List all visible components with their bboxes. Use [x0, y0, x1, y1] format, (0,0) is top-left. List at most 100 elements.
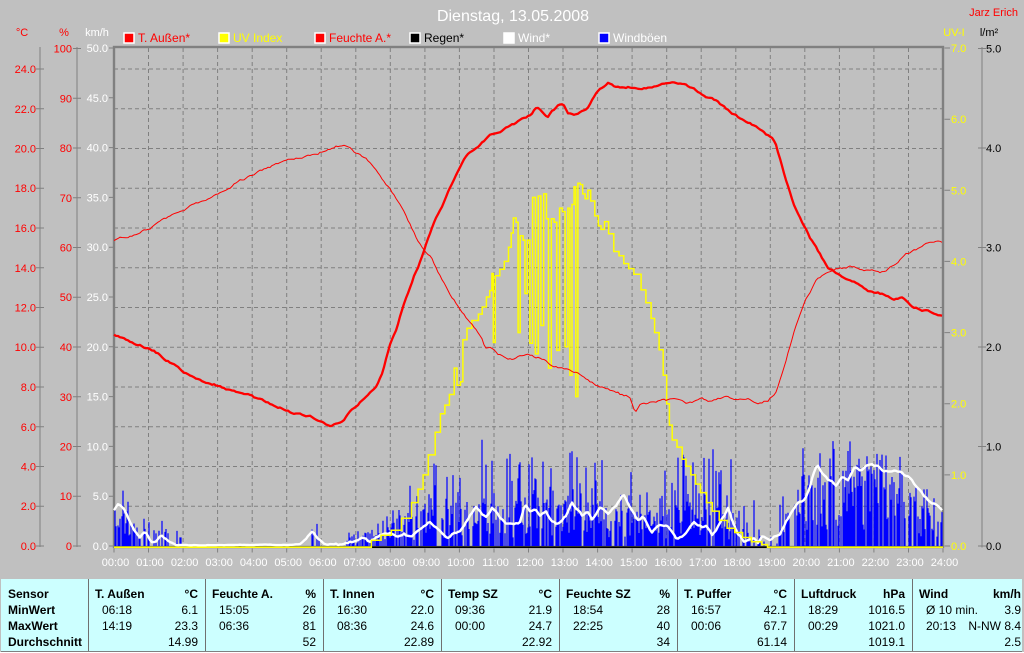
svg-text:Durchschnitt: Durchschnitt	[8, 635, 82, 649]
svg-text:18:29: 18:29	[808, 603, 838, 617]
svg-text:1021.0: 1021.0	[868, 619, 905, 633]
svg-text:70: 70	[60, 193, 72, 205]
svg-text:16:00: 16:00	[654, 557, 682, 569]
svg-text:00:06: 00:06	[691, 619, 721, 633]
svg-text:11:00: 11:00	[482, 557, 509, 569]
svg-text:T. Puffer: T. Puffer	[684, 587, 732, 601]
svg-text:T. Außen*: T. Außen*	[138, 31, 190, 45]
svg-text:25.0: 25.0	[87, 292, 108, 304]
svg-text:19:00: 19:00	[758, 557, 786, 569]
svg-text:°C: °C	[539, 587, 553, 601]
svg-text:4.0: 4.0	[951, 256, 966, 268]
svg-text:%: %	[59, 27, 69, 39]
svg-text:40: 40	[657, 619, 671, 633]
svg-text:4.0: 4.0	[21, 462, 36, 474]
svg-text:4.0: 4.0	[986, 143, 1001, 155]
svg-text:28: 28	[657, 603, 671, 617]
svg-text:2.5: 2.5	[1004, 635, 1021, 649]
svg-text:T. Innen: T. Innen	[330, 587, 375, 601]
svg-text:5.0: 5.0	[93, 491, 108, 503]
svg-text:45.0: 45.0	[87, 93, 108, 105]
svg-text:22.0: 22.0	[411, 603, 435, 617]
svg-text:14.0: 14.0	[15, 263, 36, 275]
svg-text:90: 90	[60, 93, 72, 105]
svg-text:Windböen: Windböen	[613, 31, 667, 45]
svg-text:MaxWert: MaxWert	[8, 619, 58, 633]
svg-text:0.0: 0.0	[21, 541, 36, 553]
svg-text:3.0: 3.0	[951, 328, 966, 340]
svg-text:50: 50	[60, 292, 72, 304]
svg-text:5.0: 5.0	[951, 185, 966, 197]
svg-text:26: 26	[303, 603, 317, 617]
svg-text:00:00: 00:00	[102, 557, 130, 569]
svg-text:00:00: 00:00	[455, 619, 485, 633]
svg-text:15:00: 15:00	[620, 557, 648, 569]
svg-text:°C: °C	[185, 587, 199, 601]
svg-text:0: 0	[66, 541, 72, 553]
svg-text:07:00: 07:00	[344, 557, 372, 569]
svg-text:16:30: 16:30	[337, 603, 367, 617]
svg-text:0.0: 0.0	[93, 541, 108, 553]
svg-text:40: 40	[60, 342, 72, 354]
svg-text:20.0: 20.0	[87, 342, 108, 354]
svg-text:35.0: 35.0	[87, 192, 108, 204]
svg-text:09:36: 09:36	[455, 603, 485, 617]
svg-text:18.0: 18.0	[15, 183, 36, 195]
svg-text:km/h: km/h	[85, 27, 109, 39]
svg-text:6.0: 6.0	[21, 422, 36, 434]
svg-text:03:00: 03:00	[205, 557, 233, 569]
svg-text:21.9: 21.9	[529, 603, 553, 617]
svg-text:Jarz Erich: Jarz Erich	[969, 7, 1018, 19]
svg-text:22.92: 22.92	[522, 635, 552, 649]
svg-text:52: 52	[303, 635, 317, 649]
svg-text:Regen*: Regen*	[424, 31, 464, 45]
svg-text:2.0: 2.0	[986, 342, 1001, 354]
svg-text:N-NW 8.4: N-NW 8.4	[968, 619, 1021, 633]
svg-text:12:00: 12:00	[516, 557, 544, 569]
svg-text:18:00: 18:00	[723, 557, 751, 569]
svg-text:6.1: 6.1	[181, 603, 198, 617]
svg-text:60: 60	[60, 243, 72, 255]
svg-text:16.0: 16.0	[15, 223, 36, 235]
svg-text:06:36: 06:36	[219, 619, 249, 633]
svg-text:17:00: 17:00	[689, 557, 717, 569]
svg-text:10.0: 10.0	[87, 441, 108, 453]
svg-text:81: 81	[303, 619, 317, 633]
svg-text:Wind: Wind	[919, 587, 948, 601]
svg-text:23.3: 23.3	[175, 619, 199, 633]
svg-text:7.0: 7.0	[951, 43, 966, 55]
svg-text:13:00: 13:00	[551, 557, 579, 569]
svg-text:2.0: 2.0	[951, 399, 966, 411]
svg-text:Feuchte A.: Feuchte A.	[212, 587, 273, 601]
svg-text:1016.5: 1016.5	[868, 603, 905, 617]
svg-text:08:36: 08:36	[337, 619, 367, 633]
svg-text:04:00: 04:00	[240, 557, 268, 569]
svg-text:23:00: 23:00	[896, 557, 924, 569]
svg-text:2.0: 2.0	[21, 501, 36, 513]
svg-text:42.1: 42.1	[764, 603, 788, 617]
svg-text:l/m²: l/m²	[980, 27, 999, 39]
svg-text:09:00: 09:00	[413, 557, 441, 569]
svg-text:15.0: 15.0	[87, 392, 108, 404]
svg-text:Sensor: Sensor	[8, 587, 49, 601]
svg-text:30: 30	[60, 392, 72, 404]
svg-text:34: 34	[657, 635, 671, 649]
svg-text:%: %	[305, 587, 316, 601]
svg-text:10:00: 10:00	[447, 557, 475, 569]
svg-text:1019.1: 1019.1	[868, 635, 905, 649]
svg-text:05:00: 05:00	[274, 557, 302, 569]
svg-text:°C: °C	[421, 587, 435, 601]
svg-text:61.14: 61.14	[757, 635, 787, 649]
svg-text:40.0: 40.0	[87, 143, 108, 155]
svg-text:06:00: 06:00	[309, 557, 337, 569]
svg-text:8.0: 8.0	[21, 382, 36, 394]
svg-text:14:19: 14:19	[102, 619, 132, 633]
svg-text:08:00: 08:00	[378, 557, 406, 569]
svg-text:20.0: 20.0	[15, 144, 36, 156]
svg-text:0.0: 0.0	[951, 541, 966, 553]
svg-text:06:18: 06:18	[102, 603, 132, 617]
svg-text:Feuchte SZ: Feuchte SZ	[566, 587, 631, 601]
svg-text:MinWert: MinWert	[8, 603, 55, 617]
svg-text:24.7: 24.7	[529, 619, 553, 633]
svg-text:Temp SZ: Temp SZ	[448, 587, 498, 601]
